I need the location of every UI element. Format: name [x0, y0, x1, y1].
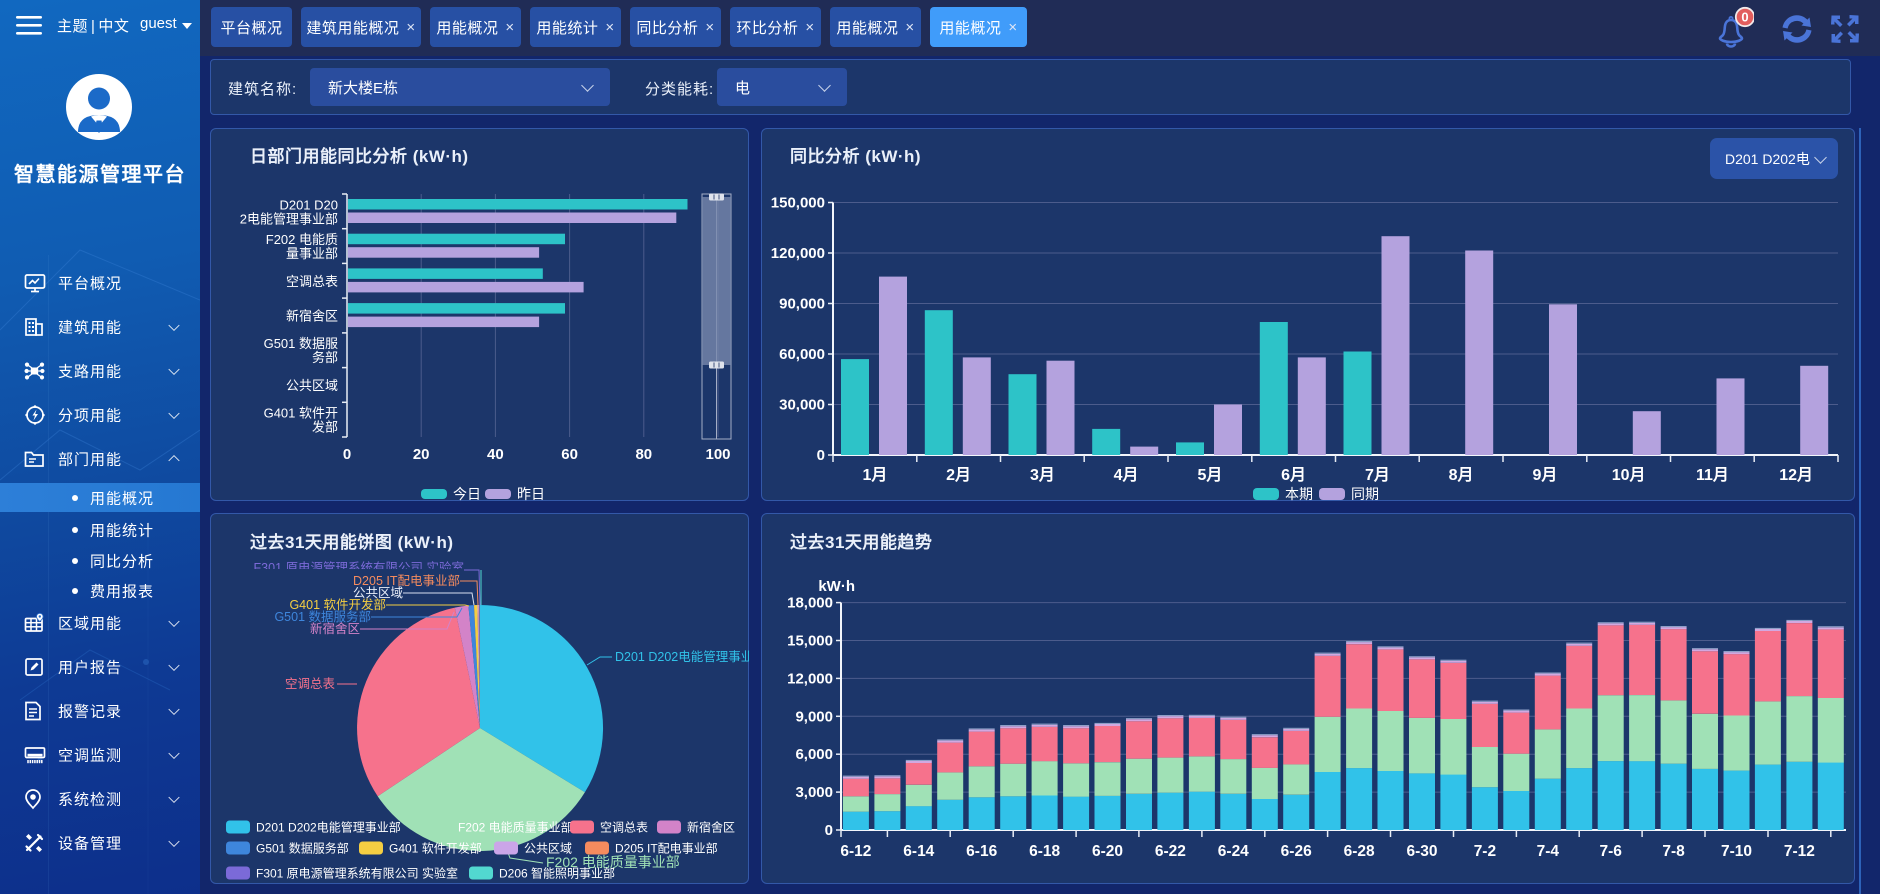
svg-text:2电能管理事业部: 2电能管理事业部 [240, 211, 338, 226]
svg-text:7-4: 7-4 [1537, 843, 1560, 860]
svg-text:公共区域: 公共区域 [353, 586, 403, 600]
svg-text:公共区域: 公共区域 [524, 842, 572, 856]
svg-text:2月: 2月 [946, 466, 971, 484]
svg-text:6-30: 6-30 [1406, 843, 1437, 860]
svg-text:60: 60 [561, 446, 578, 463]
svg-text:20: 20 [413, 446, 430, 463]
svg-text:150,000: 150,000 [771, 195, 825, 212]
svg-text:务部: 务部 [312, 350, 338, 365]
svg-text:D201 D20: D201 D20 [279, 197, 338, 212]
svg-text:90,000: 90,000 [779, 296, 825, 313]
svg-text:30,000: 30,000 [779, 397, 825, 414]
svg-text:量事业部: 量事业部 [286, 246, 338, 261]
svg-text:发部: 发部 [312, 420, 338, 435]
svg-text:F202 电能质量事业部: F202 电能质量事业部 [546, 854, 680, 870]
svg-text:D201 D202电能管理事业: D201 D202电能管理事业 [615, 649, 749, 664]
svg-text:7-12: 7-12 [1784, 843, 1815, 860]
svg-text:同期: 同期 [1351, 486, 1379, 501]
svg-text:12,000: 12,000 [787, 670, 833, 687]
svg-text:7-2: 7-2 [1474, 843, 1496, 860]
svg-text:F301 原电源管理系统有限公司 实验室: F301 原电源管理系统有限公司 实验室 [254, 560, 464, 575]
svg-text:6-12: 6-12 [840, 843, 871, 860]
svg-text:7-10: 7-10 [1721, 843, 1752, 860]
svg-text:9月: 9月 [1532, 466, 1557, 484]
svg-text:D206 智能照明事业部: D206 智能照明事业部 [499, 866, 615, 881]
svg-text:G401 软件开发部: G401 软件开发部 [389, 841, 482, 856]
svg-text:100: 100 [705, 446, 730, 463]
svg-text:7-6: 7-6 [1599, 843, 1622, 860]
svg-text:6-16: 6-16 [966, 843, 997, 860]
svg-text:7-8: 7-8 [1662, 843, 1685, 860]
svg-text:3,000: 3,000 [795, 784, 833, 801]
svg-text:G501 数据服务部: G501 数据服务部 [256, 841, 349, 856]
svg-text:新宿舍区: 新宿舍区 [310, 621, 360, 636]
svg-text:40: 40 [487, 446, 504, 463]
svg-text:15,000: 15,000 [787, 633, 833, 650]
svg-text:F202 电能质: F202 电能质 [266, 232, 338, 247]
svg-text:D205 IT配电事业部: D205 IT配电事业部 [353, 573, 460, 588]
svg-text:6-28: 6-28 [1344, 843, 1375, 860]
svg-text:G401 软件开: G401 软件开 [264, 406, 338, 421]
svg-text:空调总表: 空调总表 [285, 677, 336, 691]
svg-text:本期: 本期 [1285, 486, 1313, 501]
svg-text:6-18: 6-18 [1029, 843, 1060, 860]
svg-text:G501 数据服务部: G501 数据服务部 [274, 609, 371, 624]
svg-text:G401 软件开发部: G401 软件开发部 [289, 597, 386, 612]
svg-text:5月: 5月 [1197, 466, 1222, 484]
svg-text:D201 D202电能管理事业部: D201 D202电能管理事业部 [256, 820, 401, 835]
svg-text:60,000: 60,000 [779, 346, 825, 363]
svg-text:6-14: 6-14 [903, 843, 934, 860]
svg-text:0: 0 [1741, 9, 1748, 24]
svg-text:6-26: 6-26 [1281, 843, 1312, 860]
svg-text:120,000: 120,000 [771, 245, 825, 262]
svg-text:kW·h: kW·h [818, 578, 855, 595]
svg-text:12月: 12月 [1779, 466, 1813, 484]
svg-text:0: 0 [343, 446, 351, 463]
svg-text:0: 0 [817, 447, 825, 464]
svg-text:11月: 11月 [1696, 466, 1729, 484]
svg-text:空调总表: 空调总表 [286, 274, 338, 289]
svg-text:3月: 3月 [1030, 466, 1055, 484]
svg-text:6-24: 6-24 [1218, 843, 1249, 860]
svg-text:7月: 7月 [1365, 466, 1390, 484]
svg-text:6月: 6月 [1281, 466, 1306, 484]
svg-text:D205 IT配电事业部: D205 IT配电事业部 [615, 841, 718, 856]
svg-text:G501 数据服: G501 数据服 [264, 336, 338, 351]
svg-text:18,000: 18,000 [787, 595, 833, 612]
svg-text:9,000: 9,000 [795, 708, 833, 725]
svg-text:F202 电能质量事业部: F202 电能质量事业部 [458, 820, 573, 835]
svg-text:新宿舍区: 新宿舍区 [286, 309, 338, 324]
svg-text:昨日: 昨日 [517, 486, 545, 501]
svg-text:公共区域: 公共区域 [286, 378, 338, 393]
svg-text:10月: 10月 [1612, 466, 1646, 484]
svg-text:80: 80 [635, 446, 652, 463]
svg-text:F301 原电源管理系统有限公司 实验室: F301 原电源管理系统有限公司 实验室 [256, 866, 458, 881]
svg-text:新宿舍区: 新宿舍区 [687, 820, 735, 835]
svg-text:0: 0 [825, 822, 833, 839]
svg-text:1月: 1月 [862, 466, 887, 484]
svg-text:8月: 8月 [1449, 466, 1474, 484]
svg-text:6,000: 6,000 [795, 746, 833, 763]
svg-text:空调总表: 空调总表 [600, 821, 648, 835]
svg-text:6-20: 6-20 [1092, 843, 1123, 860]
svg-text:今日: 今日 [453, 486, 481, 501]
svg-text:4月: 4月 [1114, 466, 1139, 484]
svg-text:6-22: 6-22 [1155, 843, 1186, 860]
